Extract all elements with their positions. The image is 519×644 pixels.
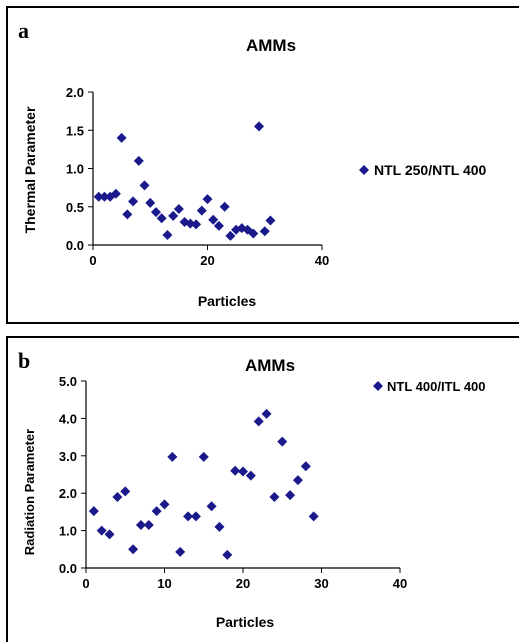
chart-a-point: [110, 188, 121, 199]
chart-a-point: [202, 194, 213, 205]
chart-a-point: [99, 191, 110, 202]
chart-a-point: [219, 201, 230, 212]
chart-a-y-tick-label: 2.0: [66, 85, 84, 100]
chart-b-point: [175, 546, 186, 557]
chart-a-ylabel: Thermal Parameter: [22, 106, 38, 233]
chart-a-point: [139, 180, 150, 191]
chart-a-point: [265, 215, 276, 226]
chart-b-point: [183, 511, 194, 522]
chart-a-y-tick-label: 0.5: [66, 200, 84, 215]
chart-a-y-tick-label: 1.5: [66, 123, 84, 138]
chart-b-point: [277, 436, 288, 447]
chart-b-point: [96, 525, 107, 536]
chart-a-legend: NTL 250/NTL 400: [359, 162, 487, 178]
panel-label-a: a: [18, 18, 29, 43]
chart-b-point: [206, 501, 217, 512]
chart-panel-a: a AMMs 0.0 0.5 1.0 1.5 2.0 0 20 40 Particles Th…: [6, 6, 519, 324]
chart-a-point: [168, 210, 179, 221]
chart-b-point: [135, 519, 146, 530]
chart-a-point: [162, 230, 173, 241]
chart-b-points: [88, 408, 319, 560]
chart-b-x-tick-label: 0: [82, 576, 89, 591]
chart-a-xlabel: Particles: [198, 293, 257, 309]
chart-b-x-tick-label: 40: [393, 576, 407, 591]
chart-b-point: [253, 416, 264, 427]
chart-a-point: [191, 219, 202, 230]
chart-b-x-tick-label: 30: [314, 576, 328, 591]
chart-a-point: [145, 197, 156, 208]
chart-a-point: [259, 226, 270, 237]
chart-a-y-tick-label: 1.0: [66, 162, 84, 177]
chart-a-point: [196, 205, 207, 216]
chart-a-title: AMMs: [246, 36, 296, 55]
chart-b-y-tick-label: 1.0: [59, 524, 77, 539]
chart-b-y-tick-label: 2.0: [59, 486, 77, 501]
chart-a-point: [93, 191, 104, 202]
chart-b-point: [112, 491, 123, 502]
chart-b-point: [269, 491, 280, 502]
chart-b-point: [292, 475, 303, 486]
chart-a-point: [208, 214, 219, 225]
chart-b-y-tick-label: 3.0: [59, 449, 77, 464]
chart-a-points: [93, 121, 276, 241]
chart-b-xlabel: Particles: [216, 614, 275, 630]
chart-a-point: [213, 220, 224, 231]
chart-b-legend-label: NTL 400/ITL 400: [387, 379, 486, 394]
chart-a-svg: AMMs 0.0 0.5 1.0 1.5 2.0 0 20 40 Particles Ther…: [22, 36, 487, 309]
chart-b-point: [238, 466, 248, 477]
chart-b-point: [230, 465, 241, 476]
chart-b-x-tick-label: 10: [157, 576, 171, 591]
chart-a-y-tick-label: 0.0: [66, 238, 84, 253]
chart-b-title: AMMs: [245, 356, 295, 375]
chart-a-axes: 0.0 0.5 1.0 1.5 2.0 0 20 40: [66, 85, 329, 268]
panel-label-b: b: [18, 348, 31, 373]
chart-b-point: [159, 499, 170, 510]
chart-b-point: [143, 519, 154, 530]
chart-b-point: [300, 461, 311, 472]
chart-a-point: [128, 196, 139, 207]
chart-b-point: [190, 511, 201, 522]
chart-b-point: [245, 470, 256, 481]
chart-a-point: [248, 228, 259, 239]
chart-a-point: [150, 207, 161, 218]
chart-b-point: [167, 451, 178, 462]
chart-b-ylabel: Radiation Parameter: [22, 429, 37, 555]
chart-b-y-tick-label: 5.0: [59, 374, 77, 389]
chart-b-point: [151, 506, 162, 517]
chart-a-legend-label: NTL 250/NTL 400: [374, 162, 487, 178]
chart-a-x-tick-label: 20: [200, 253, 214, 268]
chart-a-legend-marker: [359, 165, 369, 175]
chart-b-x-tick-label: 20: [236, 576, 250, 591]
chart-b-point: [308, 511, 319, 522]
chart-a-x-tick-label: 0: [89, 253, 96, 268]
chart-b-point: [222, 549, 233, 560]
chart-b-point: [214, 521, 225, 532]
chart-b-point: [88, 506, 99, 517]
chart-b-point: [261, 408, 272, 419]
chart-a-point: [116, 132, 127, 143]
chart-a-point: [225, 230, 236, 241]
chart-b-axes: 0.0 1.0 2.0 3.0 4.0 5.0 0 10 20 30 40: [59, 374, 407, 591]
chart-a-point: [133, 155, 144, 166]
chart-b-y-tick-label: 0.0: [59, 561, 77, 576]
chart-a-x-tick-label: 40: [315, 253, 329, 268]
chart-a-point: [254, 121, 265, 132]
chart-b-point: [104, 529, 115, 540]
chart-b-point: [128, 544, 139, 555]
chart-b-point: [120, 486, 131, 497]
chart-a-point: [122, 209, 133, 220]
chart-b-legend-marker: [373, 381, 383, 391]
chart-a-point: [173, 204, 184, 215]
chart-b-legend: NTL 400/ITL 400: [373, 379, 486, 394]
chart-b-point: [198, 451, 209, 462]
chart-panel-b: b AMMs 0.0 1.0 2.0 3.0 4.0 5.0 0 10 20 30 40 Parti…: [6, 336, 519, 642]
chart-b-svg: AMMs 0.0 1.0 2.0 3.0 4.0 5.0 0 10 20 30 40 Particl…: [22, 356, 486, 630]
chart-b-point: [285, 490, 296, 501]
chart-a-point: [156, 213, 167, 224]
chart-b-y-tick-label: 4.0: [59, 411, 77, 426]
